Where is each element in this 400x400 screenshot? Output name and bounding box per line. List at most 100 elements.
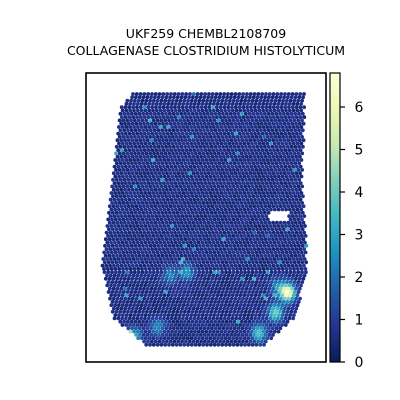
spot xyxy=(285,260,290,265)
spot xyxy=(153,121,158,126)
spot xyxy=(105,283,110,288)
spot xyxy=(186,135,191,139)
spot xyxy=(265,240,269,245)
spot xyxy=(216,313,220,317)
spot xyxy=(150,92,154,96)
spot xyxy=(186,128,191,133)
spot xyxy=(150,105,155,110)
spot xyxy=(255,326,260,331)
spot xyxy=(293,227,297,232)
spot xyxy=(129,227,134,232)
spot xyxy=(244,204,249,209)
spot xyxy=(217,326,222,331)
spot xyxy=(132,217,137,222)
spot xyxy=(169,181,174,186)
spot xyxy=(278,177,283,182)
spot xyxy=(125,260,130,265)
spot xyxy=(211,148,216,153)
spot xyxy=(203,131,208,136)
spot xyxy=(218,171,223,176)
spot xyxy=(268,293,273,298)
spot xyxy=(198,111,203,116)
spot xyxy=(123,286,127,291)
spot xyxy=(122,300,126,304)
spot xyxy=(226,214,231,219)
spot xyxy=(144,201,149,205)
spot xyxy=(145,121,150,126)
spot xyxy=(203,105,208,110)
spot xyxy=(133,168,137,172)
spot xyxy=(189,125,194,129)
spot xyxy=(297,95,302,100)
spot xyxy=(110,300,115,304)
spot xyxy=(204,191,209,195)
spot xyxy=(144,300,149,304)
spot xyxy=(163,135,168,139)
spot xyxy=(237,197,242,202)
spot xyxy=(247,144,252,149)
spot xyxy=(258,234,262,238)
spot xyxy=(158,257,163,261)
spot xyxy=(201,168,206,172)
spot xyxy=(287,240,292,245)
spot xyxy=(217,333,222,337)
spot xyxy=(247,243,252,248)
spot xyxy=(241,171,245,176)
spot xyxy=(228,227,233,232)
spot xyxy=(140,118,145,123)
spot xyxy=(168,333,173,337)
spot xyxy=(295,191,300,195)
spot xyxy=(265,267,270,271)
spot xyxy=(238,336,243,341)
spot xyxy=(260,306,264,311)
spot xyxy=(170,108,174,113)
spot xyxy=(226,181,231,186)
spot xyxy=(249,102,254,106)
spot xyxy=(113,313,118,317)
spot xyxy=(298,273,303,278)
spot xyxy=(219,108,224,113)
spot xyxy=(170,224,174,228)
spot xyxy=(142,131,147,136)
spot xyxy=(202,227,206,232)
spot xyxy=(221,138,226,143)
spot xyxy=(219,293,224,298)
spot xyxy=(230,115,235,119)
spot xyxy=(245,164,250,169)
spot xyxy=(129,300,134,304)
spot xyxy=(271,286,276,291)
spot xyxy=(165,339,169,344)
spot xyxy=(196,293,201,298)
spot xyxy=(135,247,139,252)
spot xyxy=(114,290,119,294)
spot xyxy=(196,197,200,202)
spot xyxy=(128,313,133,317)
spot xyxy=(163,243,168,248)
spot xyxy=(102,250,107,255)
spot xyxy=(175,253,180,258)
spot xyxy=(201,243,206,248)
spot xyxy=(240,319,244,324)
spot xyxy=(141,161,146,166)
spot xyxy=(203,316,208,321)
spot xyxy=(201,135,206,139)
spot xyxy=(167,184,172,189)
spot xyxy=(296,151,301,156)
spot xyxy=(204,174,209,179)
spot xyxy=(267,263,272,268)
spot xyxy=(204,125,209,129)
spot xyxy=(256,220,260,225)
spot xyxy=(127,181,132,186)
spot xyxy=(129,234,133,238)
spot xyxy=(217,276,222,281)
spot xyxy=(143,125,148,129)
spot xyxy=(111,187,116,192)
spot xyxy=(114,270,118,275)
spot xyxy=(211,273,216,278)
spot xyxy=(173,102,178,106)
spot xyxy=(272,273,277,278)
spot xyxy=(189,108,193,113)
spot xyxy=(179,128,184,133)
spot xyxy=(183,194,188,199)
spot xyxy=(222,115,227,119)
